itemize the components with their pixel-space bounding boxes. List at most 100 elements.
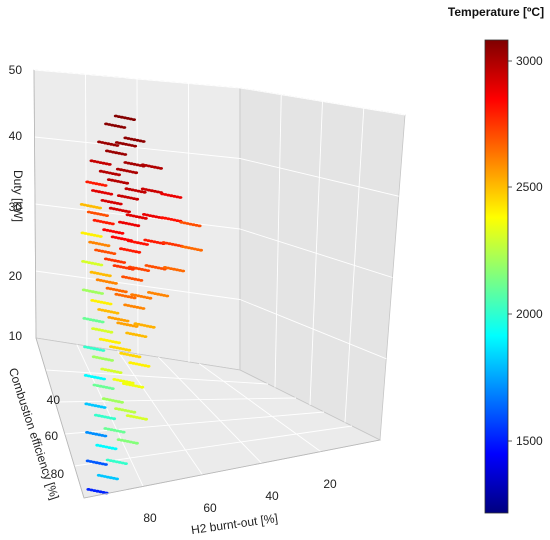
data-point bbox=[116, 438, 139, 445]
data-point bbox=[86, 210, 109, 218]
point-mark bbox=[99, 292, 104, 295]
point-mark bbox=[180, 269, 186, 273]
point-mark bbox=[178, 196, 183, 199]
point-mark bbox=[123, 153, 128, 156]
data-point bbox=[160, 192, 183, 199]
point-mark bbox=[116, 173, 121, 177]
data-point bbox=[98, 169, 121, 177]
data-point bbox=[79, 203, 102, 210]
data-point bbox=[92, 383, 115, 390]
efficiency-tick-40: 40 bbox=[47, 393, 61, 407]
grid-line-floor bbox=[45, 369, 269, 385]
point-mark bbox=[146, 364, 151, 368]
point-mark bbox=[131, 118, 136, 121]
grid-line-floor bbox=[158, 356, 262, 464]
point-mark bbox=[121, 261, 127, 264]
point-mark bbox=[130, 267, 135, 271]
point-mark bbox=[143, 417, 148, 421]
colorbar-tick-2000: 2000 bbox=[516, 307, 543, 321]
data-point bbox=[112, 378, 135, 385]
point-mark bbox=[111, 417, 117, 421]
point-mark bbox=[140, 385, 145, 389]
colorbar-legend: Temperature [ºC] 3000 2500 2000 1500 bbox=[448, 5, 544, 514]
data-point bbox=[140, 163, 163, 170]
data-point bbox=[121, 275, 144, 282]
point-mark bbox=[110, 222, 115, 226]
h2-tick-80: 80 bbox=[143, 511, 157, 525]
data-point bbox=[110, 235, 133, 242]
point-mark bbox=[137, 250, 142, 254]
data-point bbox=[104, 122, 127, 129]
grid-line-floor bbox=[198, 363, 322, 452]
point-mark bbox=[121, 430, 126, 434]
data-point bbox=[85, 459, 108, 466]
data-point bbox=[95, 443, 118, 451]
point-mark bbox=[109, 359, 114, 362]
point-mark bbox=[113, 447, 118, 451]
data-point bbox=[130, 293, 153, 300]
data-point bbox=[133, 322, 156, 329]
point-mark bbox=[134, 197, 140, 201]
data-point bbox=[105, 458, 128, 465]
data-point bbox=[98, 337, 121, 345]
point-mark bbox=[165, 294, 170, 298]
point-mark bbox=[133, 171, 139, 175]
point-mark bbox=[104, 214, 109, 218]
data-point bbox=[93, 413, 117, 421]
data-point bbox=[124, 187, 147, 194]
point-mark bbox=[145, 269, 151, 272]
data-point bbox=[125, 331, 148, 338]
data-point bbox=[83, 374, 106, 381]
data-point bbox=[97, 140, 120, 147]
point-mark bbox=[97, 206, 102, 210]
data-point bbox=[119, 351, 142, 359]
data-point bbox=[94, 248, 117, 256]
data-point bbox=[180, 245, 203, 252]
point-mark bbox=[118, 371, 123, 374]
data-point bbox=[101, 397, 124, 404]
point-mark bbox=[103, 463, 108, 466]
data-point bbox=[96, 473, 119, 481]
point-mark bbox=[123, 462, 128, 465]
colorbar-tick-3000: 3000 bbox=[516, 54, 543, 68]
duty-tick-10: 10 bbox=[9, 329, 23, 343]
data-point bbox=[100, 367, 123, 374]
data-point bbox=[160, 216, 183, 223]
duty-axis: 50 40 30 20 10 Duty [kW] bbox=[9, 63, 37, 343]
grid-line-floor bbox=[76, 344, 144, 487]
point-mark bbox=[106, 244, 111, 248]
point-mark bbox=[107, 274, 112, 278]
point-mark bbox=[110, 387, 115, 390]
data-point bbox=[116, 194, 140, 201]
data-point bbox=[162, 266, 186, 273]
point-mark bbox=[132, 410, 137, 414]
point-mark bbox=[115, 311, 120, 315]
data-point bbox=[147, 291, 170, 298]
data-point bbox=[80, 231, 103, 238]
data-point bbox=[103, 427, 126, 434]
duty-axis-label: Duty [kW] bbox=[11, 170, 25, 222]
data-point bbox=[125, 213, 148, 220]
point-mark bbox=[113, 282, 118, 285]
data-point bbox=[112, 264, 135, 271]
data-point bbox=[107, 316, 130, 323]
data-point bbox=[108, 206, 131, 214]
point-mark bbox=[198, 248, 203, 252]
data-point bbox=[89, 159, 112, 166]
point-mark bbox=[143, 335, 148, 338]
data-point bbox=[116, 321, 139, 328]
colorbar-gradient bbox=[484, 39, 509, 514]
data-point bbox=[143, 238, 166, 246]
data-point bbox=[97, 308, 120, 315]
point-mark bbox=[143, 217, 148, 220]
data-point bbox=[103, 257, 127, 264]
h2-tick-60: 60 bbox=[203, 501, 217, 515]
data-point bbox=[91, 355, 114, 362]
point-mark bbox=[130, 381, 135, 385]
point-mark bbox=[122, 126, 127, 129]
data-point bbox=[113, 114, 136, 121]
point-mark bbox=[125, 319, 130, 323]
colorbar-title: Temperature [ºC] bbox=[448, 5, 544, 19]
data-point bbox=[100, 199, 123, 206]
